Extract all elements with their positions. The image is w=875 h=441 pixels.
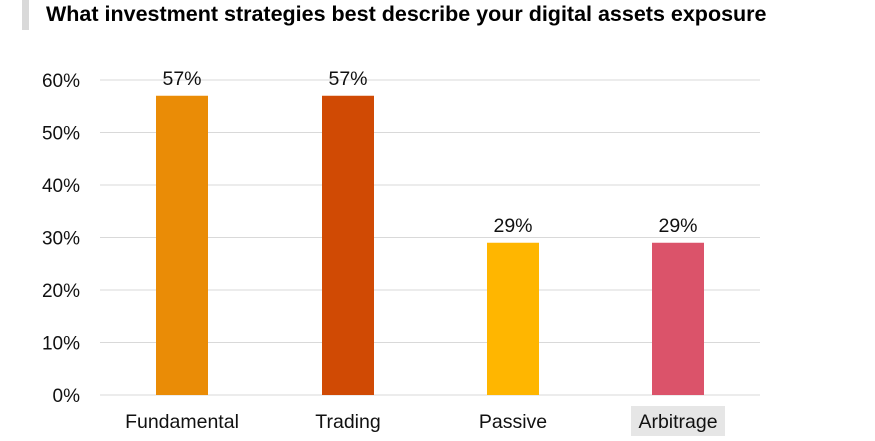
bar-fundamental xyxy=(156,95,208,395)
y-tick-label: 10% xyxy=(42,334,80,355)
x-category-label: Trading xyxy=(315,411,380,433)
y-axis-tick-labels: 0% 10% 20% 30% 40% 50% 60% xyxy=(42,71,80,407)
y-tick-label: 40% xyxy=(42,176,80,197)
x-category-label: Arbitrage xyxy=(638,411,717,433)
data-label: 29% xyxy=(493,215,532,237)
bar-passive xyxy=(487,242,539,395)
title-accent-bar xyxy=(22,0,29,30)
y-tick-label: 20% xyxy=(42,281,80,302)
gridlines xyxy=(100,79,760,396)
y-tick-label: 60% xyxy=(42,71,80,92)
y-tick-label: 50% xyxy=(42,124,80,145)
x-axis-category-labels: Fundamental Trading Passive Arbitrage xyxy=(125,406,725,436)
chart-title: What investment strategies best describe… xyxy=(46,2,767,26)
y-tick-label: 0% xyxy=(53,386,81,407)
data-label: 57% xyxy=(328,68,367,90)
data-label: 29% xyxy=(658,215,697,237)
data-labels: 57% 57% 29% 29% xyxy=(162,68,697,237)
x-category-label: Fundamental xyxy=(125,411,239,433)
data-label: 57% xyxy=(162,68,201,90)
bar-trading xyxy=(322,95,374,395)
category-highlight xyxy=(631,406,725,436)
y-tick-label: 30% xyxy=(42,229,80,250)
x-category-label: Passive xyxy=(479,411,547,433)
bar-arbitrage xyxy=(652,242,704,395)
bars xyxy=(156,95,704,395)
